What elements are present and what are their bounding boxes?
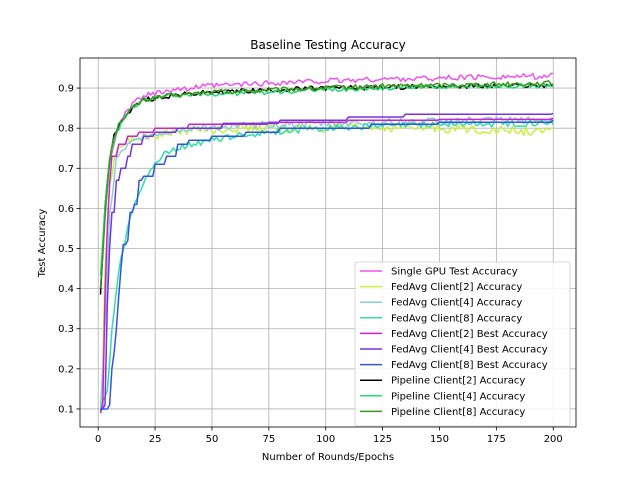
legend-label: FedAvg Client[4] Best Accuracy (391, 345, 548, 356)
x-axis-label: Number of Rounds/Epochs (262, 452, 394, 463)
y-axis-label: Test Accuracy (37, 209, 48, 279)
legend-label: FedAvg Client[8] Best Accuracy (391, 360, 548, 371)
legend-label: FedAvg Client[2] Accuracy (391, 282, 522, 293)
legend-label: FedAvg Client[4] Accuracy (391, 298, 522, 309)
series-line-4 (99, 117, 554, 414)
series-layer (99, 72, 554, 414)
legend-label: Single GPU Test Accuracy (391, 267, 518, 278)
legend-label: Pipeline Client[2] Accuracy (391, 376, 525, 387)
x-tick-label: 25 (149, 434, 162, 445)
series-line-9 (99, 80, 554, 289)
y-tick-label: 0.6 (58, 204, 74, 215)
series-line-0 (99, 72, 554, 291)
legend-box (354, 261, 571, 427)
y-tick-label: 0.5 (58, 244, 74, 255)
x-tick-label: 75 (262, 434, 275, 445)
y-tick-label: 0.1 (58, 404, 74, 415)
y-tick-label: 0.4 (58, 284, 74, 295)
legend-label: FedAvg Client[8] Accuracy (391, 313, 522, 324)
x-tick-label: 125 (373, 434, 392, 445)
y-tick-label: 0.8 (58, 124, 74, 135)
y-tick-label: 0.2 (58, 364, 74, 375)
y-tick-label: 0.9 (58, 84, 74, 95)
chart-title: Baseline Testing Accuracy (250, 38, 405, 52)
series-line-6 (100, 119, 554, 410)
x-tick-label: 100 (316, 434, 335, 445)
x-tick-label: 150 (430, 434, 449, 445)
x-tick-label: 175 (487, 434, 506, 445)
legend-label: FedAvg Client[2] Best Accuracy (391, 329, 548, 340)
y-tick-label: 0.7 (58, 164, 74, 175)
legend-label: Pipeline Client[8] Accuracy (391, 407, 525, 418)
y-axis-ticks: 0.1 0.2 0.3 0.4 0.5 0.6 0.7 0.8 0.9 (58, 84, 80, 415)
x-tick-label: 50 (206, 434, 219, 445)
series-line-5 (100, 112, 554, 410)
y-tick-label: 0.3 (58, 324, 74, 335)
legend-label: Pipeline Client[4] Accuracy (391, 391, 525, 402)
x-axis-ticks: 0 25 50 75 100 125 150 175 200 (95, 427, 563, 445)
plot-frame (79, 57, 577, 428)
legend: Single GPU Test Accuracy FedAvg Client[2]… (354, 261, 571, 427)
x-tick-label: 200 (544, 434, 563, 445)
series-line-8 (99, 82, 554, 276)
x-tick-label: 0 (95, 434, 101, 445)
